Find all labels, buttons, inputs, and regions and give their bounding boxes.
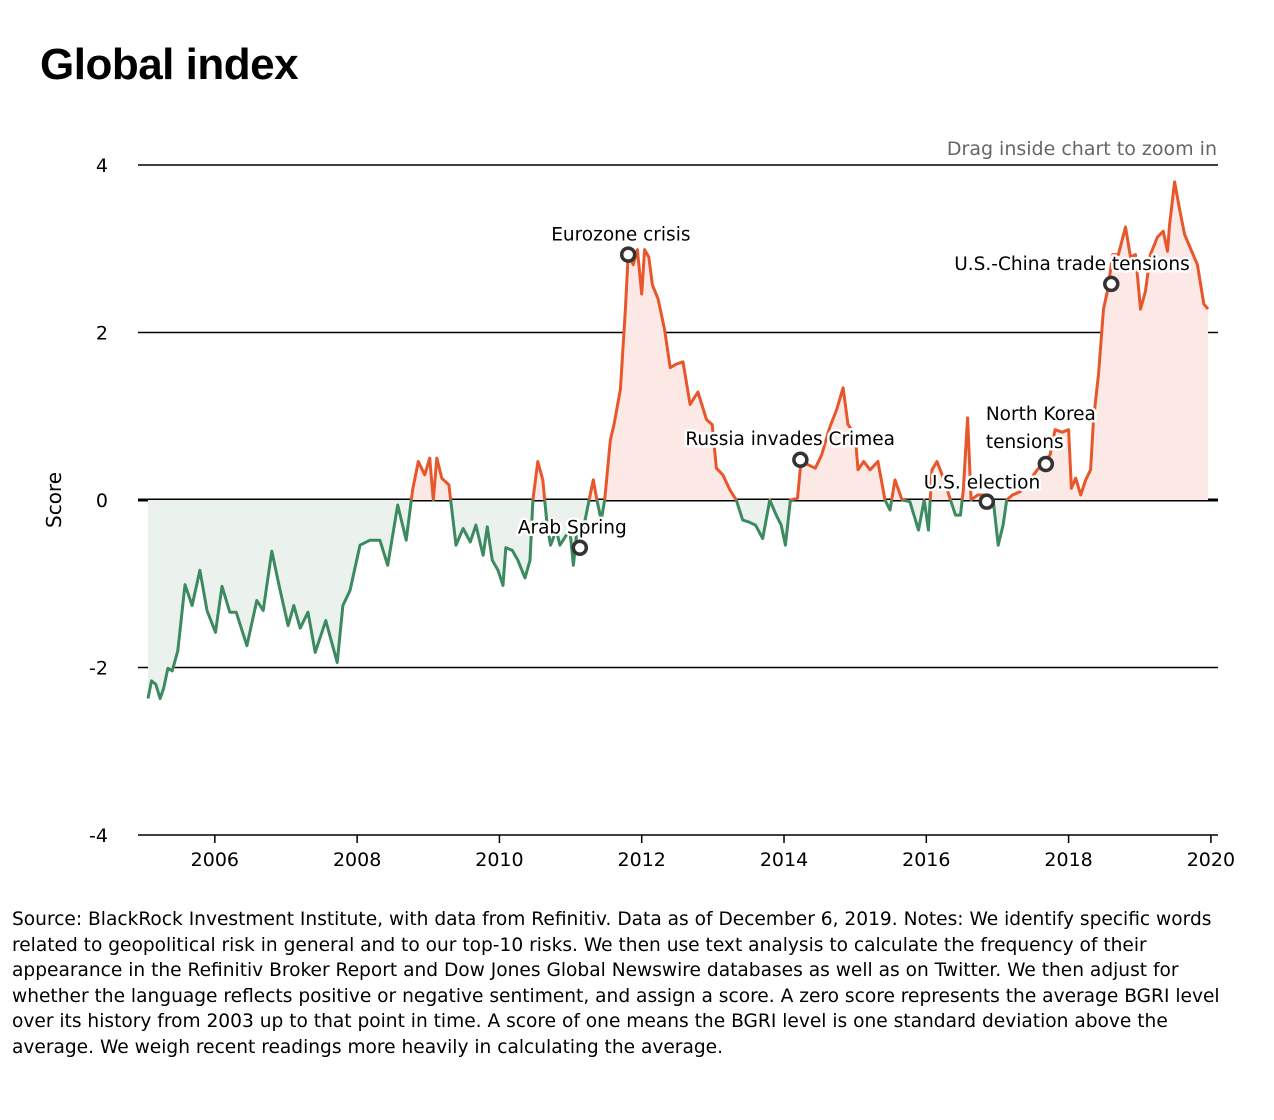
x-tick-label: 2012 — [618, 849, 666, 871]
zoom-hint: Drag inside chart to zoom in — [947, 138, 1217, 160]
x-tick-label: 2010 — [475, 849, 523, 871]
annotation[interactable]: Russia invades Crimea — [683, 426, 897, 469]
annotation[interactable]: Arab Spring — [515, 515, 629, 556]
x-tick-label: 2014 — [760, 849, 808, 871]
y-tick-label: 2 — [96, 323, 108, 345]
series-line-negative — [146, 500, 1009, 700]
annotation-marker[interactable] — [978, 493, 996, 510]
y-axis-label: Score — [42, 472, 66, 528]
annotation-marker[interactable] — [619, 246, 637, 263]
series-line-positive — [409, 180, 1210, 500]
annotation-marker[interactable] — [1103, 275, 1120, 293]
y-tick-label: -2 — [89, 658, 108, 680]
x-tick-label: 2006 — [191, 849, 239, 871]
annotation[interactable]: Eurozone crisis — [549, 222, 693, 263]
positive-area — [148, 181, 1208, 500]
annotation[interactable]: U.S.-China trade tensions — [952, 251, 1192, 293]
chart[interactable]: Drag inside chart to zoom in Score 4 2 0 -2… — [0, 0, 1274, 900]
annotation-marker[interactable] — [1037, 455, 1055, 473]
annotation-marker[interactable] — [571, 539, 589, 556]
annotation-label: North Korea tensions — [986, 404, 1096, 453]
negative-area — [148, 500, 1208, 699]
annotation[interactable]: U.S. election — [921, 470, 1043, 510]
x-tick-label: 2018 — [1044, 849, 1092, 871]
x-tick-label: 2020 — [1187, 849, 1235, 871]
footnote: Source: BlackRock Investment Institute, … — [12, 909, 1220, 1058]
annotation-label: Eurozone crisis — [551, 225, 690, 246]
annotation-marker[interactable] — [792, 451, 809, 469]
annotation-label: Arab Spring — [518, 518, 627, 539]
y-tick-label: 4 — [96, 155, 108, 177]
annotation-label: U.S. election — [924, 473, 1040, 494]
y-tick-label: 0 — [96, 490, 108, 512]
page-title: Global index — [40, 40, 299, 89]
x-tick-label: 2008 — [333, 849, 381, 871]
annotation-label: U.S.-China trade tensions — [954, 254, 1189, 275]
annotation-label: Russia invades Crimea — [685, 429, 895, 450]
annotation[interactable]: North Korea tensions — [983, 401, 1098, 473]
x-tick-label: 2016 — [902, 849, 950, 871]
y-tick-label: -4 — [89, 825, 108, 847]
